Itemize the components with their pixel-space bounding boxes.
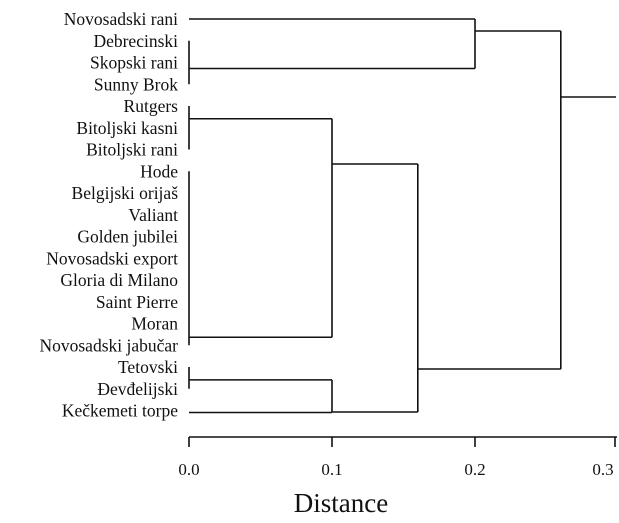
leaf-label: Novosadski export — [46, 248, 178, 268]
leaf-label: Saint Pierre — [96, 292, 178, 312]
leaf-label: Moran — [131, 314, 178, 334]
leaf-label: Novosadski rani — [64, 9, 178, 29]
x-axis-title: Distance — [294, 488, 388, 518]
leaf-label: Bitoljski kasni — [76, 118, 178, 138]
distance-axis: 0.0 0.1 0.2 0.3 Distance — [178, 436, 617, 518]
leaf-label: Rutgers — [124, 96, 179, 116]
leaf-label: Belgijski orijaš — [72, 183, 179, 203]
leaf-label: Sunny Brok — [94, 74, 178, 94]
x-axis-tick-label: 0.2 — [464, 460, 485, 479]
dendrogram-branches — [188, 18, 616, 414]
leaf-label: Kečkemeti torpe — [62, 401, 178, 421]
leaf-label: Debrecinski — [93, 31, 178, 51]
leaf-label: Gloria di Milano — [60, 270, 178, 290]
leaf-label: Đevđelijski — [97, 379, 178, 399]
x-axis-tick-label: 0.0 — [178, 460, 199, 479]
x-axis-tick-label: 0.3 — [592, 460, 613, 479]
leaf-label: Valiant — [128, 205, 178, 225]
x-axis-ticks: 0.0 0.1 0.2 0.3 — [178, 437, 616, 479]
leaf-label: Golden jubilei — [77, 227, 178, 247]
leaf-label: Hode — [140, 161, 178, 181]
x-axis-tick-label: 0.1 — [321, 460, 342, 479]
leaf-label: Skopski rani — [90, 53, 178, 73]
leaf-label: Bitoljski rani — [86, 140, 178, 160]
leaf-label: Tetovski — [118, 357, 178, 377]
leaf-label: Novosadski jabučar — [39, 335, 178, 355]
